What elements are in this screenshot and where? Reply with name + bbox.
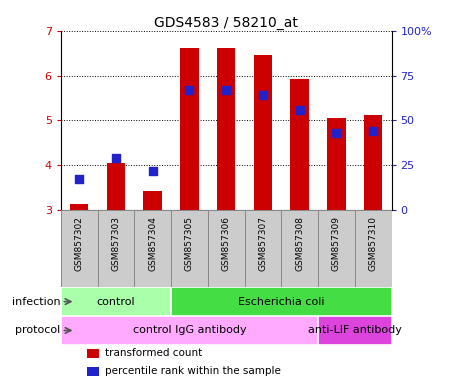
Bar	[171, 287, 392, 316]
FancyBboxPatch shape	[98, 210, 134, 287]
Bar	[87, 367, 99, 376]
Text: GSM857306: GSM857306	[221, 217, 230, 271]
FancyBboxPatch shape	[318, 210, 355, 287]
Point	[259, 92, 266, 98]
Point	[333, 130, 340, 136]
Text: GSM857304: GSM857304	[148, 217, 157, 271]
Text: percentile rank within the sample: percentile rank within the sample	[105, 366, 281, 376]
Point	[369, 128, 377, 134]
Bar	[61, 316, 318, 345]
Bar	[290, 79, 309, 210]
Bar	[87, 349, 99, 358]
Point	[149, 168, 156, 174]
FancyBboxPatch shape	[208, 210, 244, 287]
FancyBboxPatch shape	[244, 210, 281, 287]
Bar	[318, 316, 392, 345]
Point	[296, 107, 303, 113]
Bar	[61, 287, 171, 316]
Text: GSM857302: GSM857302	[75, 217, 84, 271]
Bar	[107, 163, 125, 210]
Text: protocol: protocol	[15, 326, 61, 336]
Text: GSM857303: GSM857303	[112, 217, 121, 271]
Text: Escherichia coli: Escherichia coli	[238, 296, 324, 306]
Bar	[144, 191, 162, 210]
Text: infection: infection	[12, 296, 61, 306]
Point	[186, 87, 193, 93]
Bar	[327, 118, 346, 210]
Text: GSM857307: GSM857307	[258, 217, 267, 271]
Text: transformed count: transformed count	[105, 348, 202, 358]
FancyBboxPatch shape	[61, 210, 98, 287]
Point	[222, 87, 230, 93]
Text: anti-LIF antibody: anti-LIF antibody	[308, 326, 402, 336]
Text: control IgG antibody: control IgG antibody	[133, 326, 246, 336]
FancyBboxPatch shape	[281, 210, 318, 287]
FancyBboxPatch shape	[355, 210, 392, 287]
Text: GSM857309: GSM857309	[332, 217, 341, 271]
Point	[76, 176, 83, 182]
Bar	[364, 115, 382, 210]
Bar	[180, 48, 198, 210]
Text: GSM857310: GSM857310	[369, 217, 378, 271]
Text: GSM857308: GSM857308	[295, 217, 304, 271]
Point	[112, 155, 120, 161]
Title: GDS4583 / 58210_at: GDS4583 / 58210_at	[154, 16, 298, 30]
Bar	[217, 48, 235, 210]
FancyBboxPatch shape	[134, 210, 171, 287]
Text: GSM857305: GSM857305	[185, 217, 194, 271]
Bar	[70, 204, 88, 210]
Text: control: control	[97, 296, 135, 306]
Bar	[254, 55, 272, 210]
FancyBboxPatch shape	[171, 210, 208, 287]
